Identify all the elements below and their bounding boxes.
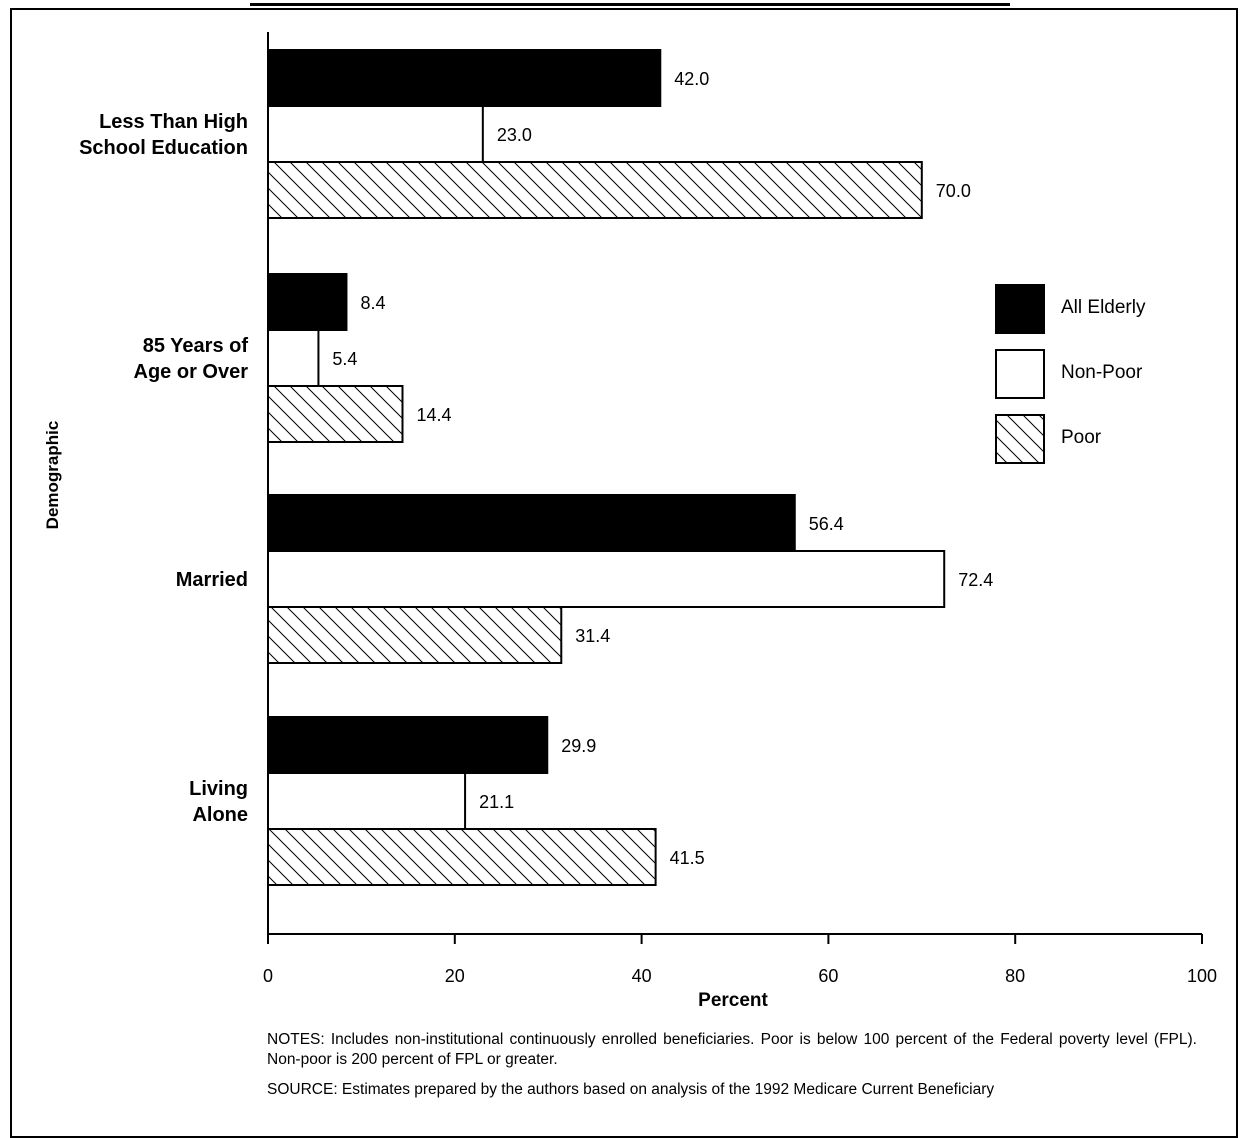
bar [267, 329, 320, 387]
x-tick-label: 80 [1005, 966, 1025, 986]
data-label: 70.0 [936, 181, 971, 201]
category-label: Less Than High [99, 111, 248, 133]
bar [267, 828, 657, 886]
x-tick-label: 0 [263, 966, 273, 986]
data-label: 42.0 [674, 69, 709, 89]
bar [267, 494, 796, 552]
y-axis-title: Demographic [43, 421, 62, 530]
data-label: 14.4 [416, 405, 451, 425]
bar [267, 550, 946, 608]
x-tick-label: 60 [818, 966, 838, 986]
data-label: 72.4 [958, 570, 993, 590]
x-tick-label: 20 [445, 966, 465, 986]
bar [267, 273, 348, 331]
bar [267, 105, 484, 163]
cropped-title-strokes [250, 3, 1010, 6]
bar-chart: 42.0 23.0 70.0 8.4 5.4 14.4 56.4 72.4 31.4 29.9 21… [43, 32, 1217, 1011]
notes-block: NOTES: Includes non-institutional contin… [267, 1030, 1197, 1110]
x-tick-label: 100 [1187, 966, 1217, 986]
data-label: 23.0 [497, 125, 532, 145]
category-label: 85 Years of [143, 335, 249, 357]
data-label: 41.5 [670, 848, 705, 868]
category-labels-group: Less Than High School Education 85 Years o… [79, 111, 248, 826]
axes-group: 0 20 40 60 80 100 [263, 32, 1217, 986]
bar [267, 772, 467, 830]
category-label: School Education [79, 137, 248, 159]
data-label: 21.1 [479, 792, 514, 812]
legend-label: Poor [1061, 427, 1102, 448]
legend-swatch [995, 284, 1045, 334]
bar [267, 49, 662, 107]
category-label: Living [189, 778, 248, 800]
data-label: 29.9 [561, 736, 596, 756]
data-label: 8.4 [360, 293, 385, 313]
data-label: 56.4 [809, 514, 844, 534]
legend: All Elderly Non-Poor Poor [995, 284, 1146, 464]
bar [267, 385, 404, 443]
bar [267, 716, 549, 774]
value-labels-group: 42.0 23.0 70.0 8.4 5.4 14.4 56.4 72.4 31.4 29.9 21… [332, 69, 993, 868]
x-tick-label: 40 [632, 966, 652, 986]
cropped-title-remnant [0, 0, 1242, 10]
bar [267, 161, 923, 219]
notes-text: NOTES: Includes non-institutional contin… [267, 1031, 1197, 1068]
bars-group [267, 49, 946, 886]
legend-swatch [995, 349, 1045, 399]
data-label: 5.4 [332, 349, 357, 369]
category-label: Alone [192, 804, 248, 826]
x-axis-title: Percent [698, 990, 768, 1011]
category-label: Age or Over [134, 361, 249, 383]
legend-swatch [995, 414, 1045, 464]
legend-label: Non-Poor [1061, 362, 1143, 383]
bar [267, 606, 563, 664]
data-label: 31.4 [575, 626, 610, 646]
source-text: SOURCE: Estimates prepared by the author… [267, 1081, 995, 1098]
legend-label: All Elderly [1061, 297, 1146, 318]
category-label: Married [176, 569, 248, 591]
